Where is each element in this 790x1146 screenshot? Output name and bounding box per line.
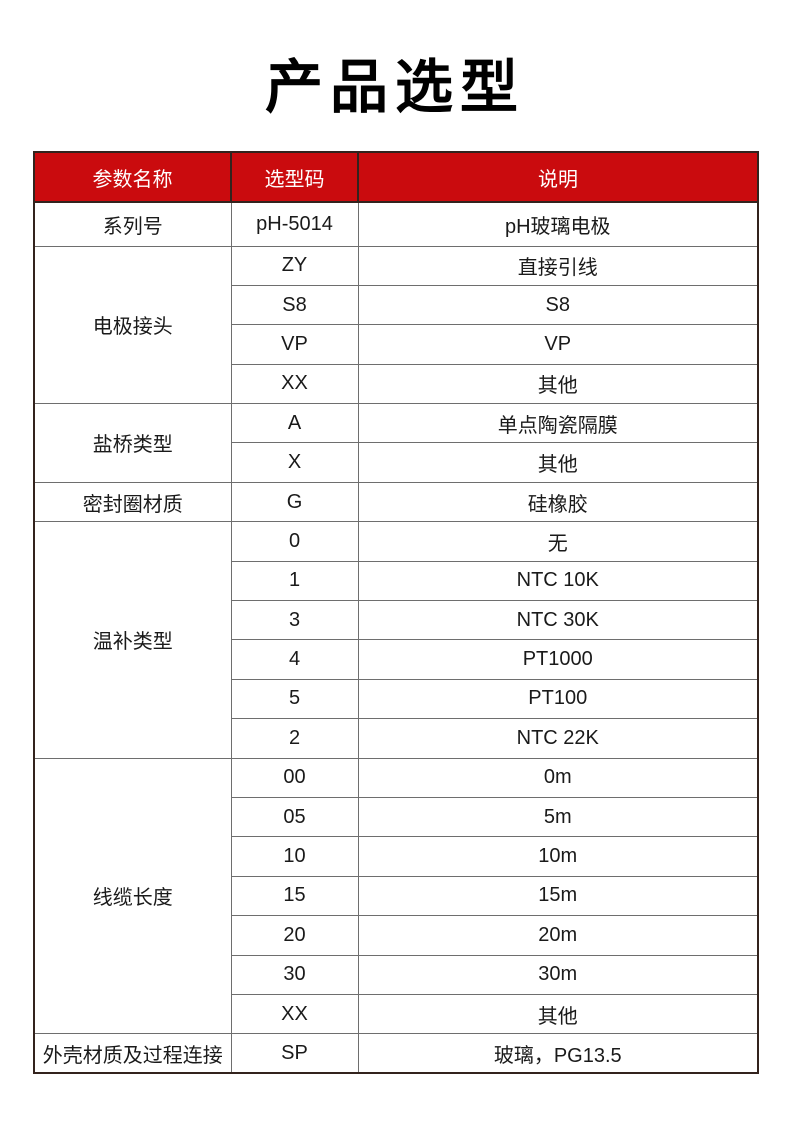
param-name-cell: 温补类型 [33,521,232,759]
description-cell: 20m [357,915,759,956]
description-cell: 30m [357,954,759,995]
param-name-cell: 系列号 [33,201,232,247]
selection-code-cell: 0 [230,521,359,562]
table-row: 线缆长度 00 0m [33,757,759,1035]
col-header-description: 说明 [357,151,759,203]
selection-code-cell: 3 [230,600,359,641]
description-cell: PT100 [357,678,759,720]
table-row: XX 其他 [34,363,759,405]
selection-code-cell: 30 [230,954,359,995]
table-row: 10 10m [34,836,759,877]
description-cell: NTC 30K [357,600,759,641]
description-cell: 单点陶瓷隔膜 [357,403,759,444]
product-selection-table: 参数名称 选型码 说明 系列号 pH-5014 pH玻璃电极 电极接头 ZY 直接引线 S8… [33,151,759,1075]
table-row: XX 其他 [34,993,759,1035]
table-row: 外壳材质及过程连接 SP 玻璃，PG13.5 [33,1033,759,1074]
param-name-cell: 电极接头 [33,245,232,405]
col-header-param-name: 参数名称 [33,151,232,203]
param-name-cell: 盐桥类型 [33,403,232,483]
table-row: 电极接头 ZY 直接引线 [33,245,759,405]
selection-code-cell: X [230,442,359,483]
description-cell: PT1000 [357,639,759,680]
description-cell: 5m [357,796,759,838]
description-cell: pH玻璃电极 [357,201,759,247]
description-cell: 硅橡胶 [357,481,759,523]
param-name-cell: 密封圈材质 [33,481,232,523]
table-row: 15 15m [34,875,759,917]
description-cell: 其他 [357,442,759,483]
selection-code-cell: 2 [230,718,359,759]
table-row: S8 S8 [34,284,759,326]
description-cell: NTC 10K [357,560,759,602]
table-row: 系列号 pH-5014 pH玻璃电极 [33,201,759,247]
table-row: 盐桥类型 A 单点陶瓷隔膜 [33,403,759,483]
table-row: 温补类型 0 无 [33,521,759,759]
selection-code-cell: A [230,403,359,444]
description-cell: 玻璃，PG13.5 [357,1033,759,1074]
selection-code-cell: VP [230,324,359,365]
table-header-row: 参数名称 选型码 说明 [33,151,759,203]
selection-code-cell: 00 [230,757,359,798]
param-name-cell: 线缆长度 [33,757,232,1035]
table-row: 1 NTC 10K [34,560,759,602]
description-cell: VP [357,324,759,365]
table-row: 密封圈材质 G 硅橡胶 [33,481,759,523]
table-row: 30 30m [34,954,759,995]
selection-code-cell: 20 [230,915,359,956]
page-title: 产品选型 [264,55,525,120]
description-cell: 无 [357,521,759,562]
selection-code-cell: 15 [230,875,359,917]
selection-code-cell: SP [230,1033,359,1074]
table-row: 5 PT100 [34,678,759,720]
selection-code-cell: S8 [230,284,359,326]
selection-code-cell: XX [230,993,359,1035]
col-header-selection-code: 选型码 [230,151,359,203]
table-row: VP VP [34,324,759,365]
description-cell: S8 [357,284,759,326]
description-cell: 其他 [357,993,759,1035]
selection-code-cell: XX [230,363,359,405]
description-cell: 10m [357,836,759,877]
description-cell: NTC 22K [357,718,759,759]
table-row: 2 NTC 22K [34,718,759,759]
description-cell: 直接引线 [357,245,759,286]
selection-code-cell: 1 [230,560,359,602]
selection-code-cell: 5 [230,678,359,720]
selection-code-cell: G [230,481,359,523]
table-row: 20 20m [34,915,759,956]
selection-code-cell: 4 [230,639,359,680]
description-cell: 其他 [357,363,759,405]
table-row: X 其他 [34,442,759,483]
selection-code-cell: pH-5014 [230,201,359,247]
selection-code-cell: ZY [230,245,359,286]
param-name-cell: 外壳材质及过程连接 [33,1033,232,1074]
description-cell: 0m [357,757,759,798]
selection-code-cell: 10 [230,836,359,877]
description-cell: 15m [357,875,759,917]
selection-code-cell: 05 [230,796,359,838]
